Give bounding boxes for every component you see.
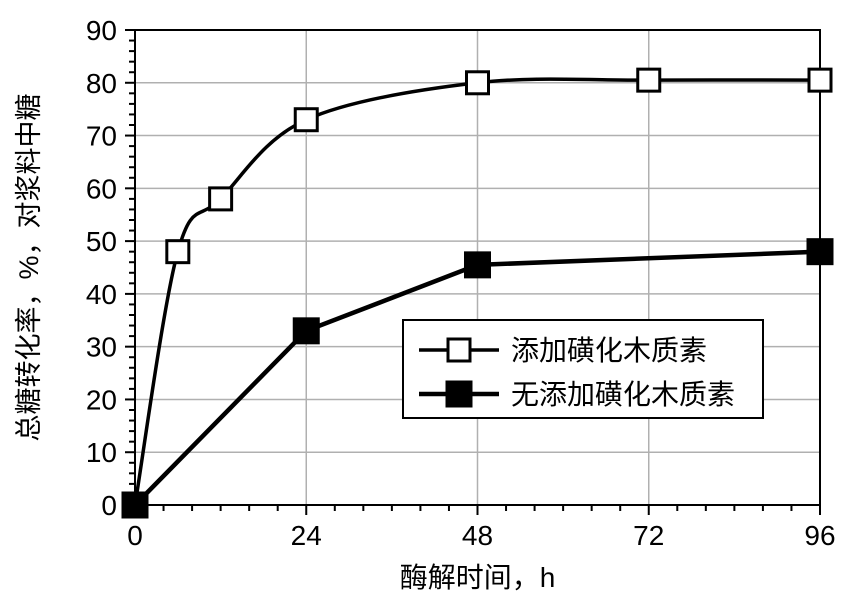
y-tick-label: 30 [86,332,117,363]
x-tick-label: 48 [462,520,493,551]
x-tick-label: 72 [633,520,664,551]
x-tick-label: 24 [291,520,322,551]
x-axis-label: 酶解时间，h [400,562,556,593]
y-tick-label: 80 [86,68,117,99]
line-chart: 0 24 48 72 96 0 10 20 30 40 50 60 70 80 90 酶解时间，h 总糖转化率，… [0,0,848,607]
y-tick-label: 40 [86,279,117,310]
y-axis-label: 总糖转化率，%，对浆料中糖 [14,93,44,441]
y-tick-label: 70 [86,121,117,152]
y-tick-label: 90 [86,15,117,46]
y-tick-label: 0 [101,490,117,521]
y-tick-label: 50 [86,226,117,257]
y-tick-label: 10 [86,437,117,468]
legend-label: 无添加磺化木质素 [511,379,735,410]
y-tick-label: 60 [86,173,117,204]
x-tick-label: 0 [127,520,143,551]
chart-container: 0 24 48 72 96 0 10 20 30 40 50 60 70 80 90 酶解时间，h 总糖转化率，… [0,0,848,607]
y-tick-label: 20 [86,384,117,415]
legend-label: 添加磺化木质素 [511,335,707,366]
x-tick-label: 96 [804,520,835,551]
